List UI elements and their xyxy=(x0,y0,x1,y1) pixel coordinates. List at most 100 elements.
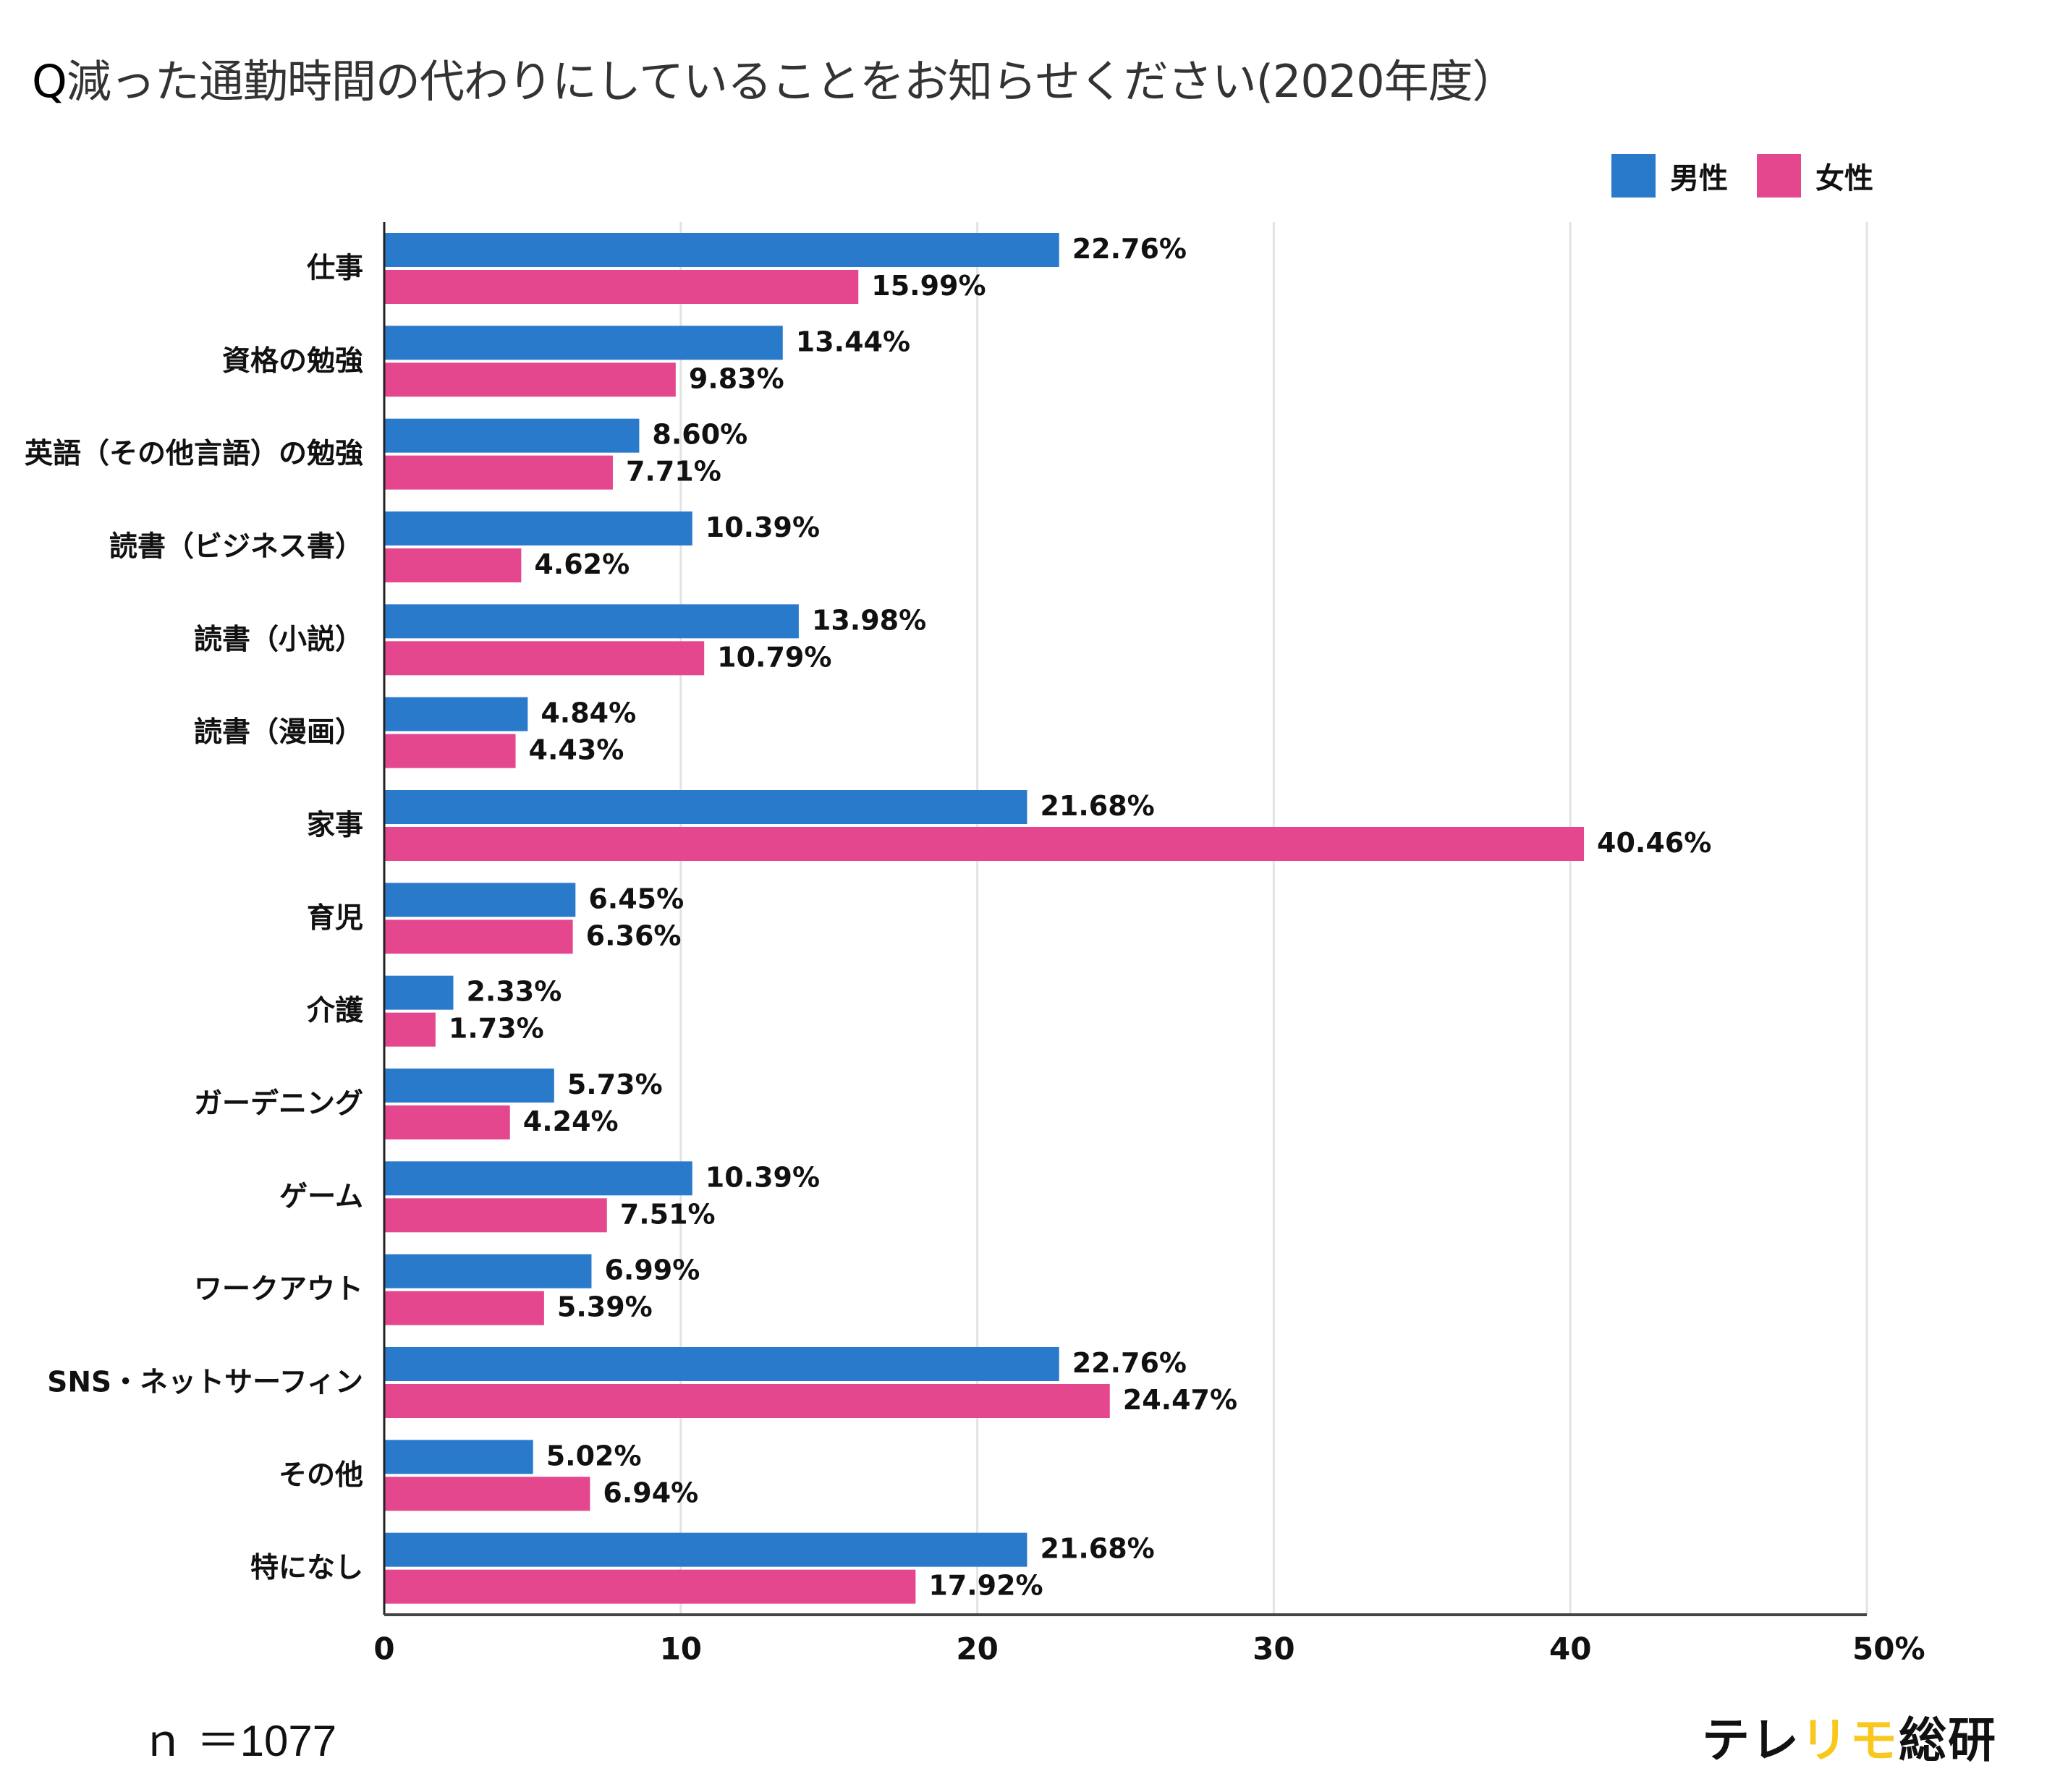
value-label-female: 6.36% xyxy=(586,920,682,951)
value-label-female: 15.99% xyxy=(871,270,986,302)
value-label-female: 4.24% xyxy=(523,1105,619,1137)
bar-female xyxy=(384,1012,436,1047)
bar-female xyxy=(384,1105,510,1139)
value-label-male: 5.02% xyxy=(546,1440,642,1472)
category-label: 読書（小説） xyxy=(194,624,363,656)
category-label: ワークアウト xyxy=(194,1273,363,1306)
bar-male xyxy=(384,1440,533,1474)
value-label-female: 4.62% xyxy=(534,548,630,580)
category-label: 英語（その他言語）の勉強 xyxy=(25,438,363,470)
bar-male xyxy=(384,1069,554,1103)
question-prefix: Q xyxy=(32,55,67,108)
category-label: 育児 xyxy=(307,902,363,935)
bar-male xyxy=(384,1161,692,1196)
x-tick-label: 20 xyxy=(956,1631,998,1667)
gridlines xyxy=(679,222,1868,1615)
category-label: 介護 xyxy=(307,995,364,1027)
x-tick-label: 50% xyxy=(1852,1631,1925,1667)
brand-logo-part2: 総研 xyxy=(1899,1712,1997,1768)
bars xyxy=(384,233,1585,1604)
legend: 男性 女性 xyxy=(1611,154,1902,198)
value-label-female: 17.92% xyxy=(928,1570,1043,1602)
value-label-female: 6.94% xyxy=(603,1477,698,1508)
bar-male xyxy=(384,790,1027,824)
value-labels: 22.76% 15.99% 13.44% 9.83% 8.60% 7.71% 10.39% 4… xyxy=(449,233,1711,1602)
bar-male xyxy=(384,233,1059,267)
value-label-male: 10.39% xyxy=(705,511,820,543)
bar-female xyxy=(384,827,1585,861)
bar-female xyxy=(384,548,522,582)
bar-male xyxy=(384,511,692,545)
bar-female xyxy=(384,362,676,397)
category-label: 資格の勉強 xyxy=(222,345,363,378)
bar-female xyxy=(384,734,516,768)
brand-logo-accent: リモ xyxy=(1800,1712,1899,1768)
value-label-male: 6.45% xyxy=(588,883,684,914)
value-label-female: 1.73% xyxy=(449,1013,544,1045)
bar-female xyxy=(384,641,705,676)
x-tick-label: 0 xyxy=(373,1631,394,1667)
value-label-female: 7.51% xyxy=(620,1198,716,1230)
bar-male xyxy=(384,1254,592,1288)
value-label-male: 2.33% xyxy=(466,976,562,1008)
bar-female xyxy=(384,455,613,490)
category-label: ゲーム xyxy=(279,1181,363,1213)
value-label-female: 40.46% xyxy=(1597,827,1711,859)
value-label-female: 9.83% xyxy=(689,362,784,394)
legend-item-female: 女性 xyxy=(1757,154,1873,198)
value-label-male: 8.60% xyxy=(652,419,747,451)
bar-male xyxy=(384,604,799,639)
bar-male xyxy=(384,883,576,917)
value-label-male: 13.44% xyxy=(796,326,910,357)
value-label-male: 13.98% xyxy=(812,604,926,636)
bar-female xyxy=(384,1569,916,1604)
x-tick-labels: 0 10 20 30 40 50% xyxy=(373,1631,1925,1667)
legend-swatch-male xyxy=(1611,154,1656,198)
value-label-female: 5.39% xyxy=(557,1291,653,1323)
bar-male xyxy=(384,1347,1059,1381)
legend-label-male: 男性 xyxy=(1670,162,1728,195)
bar-male xyxy=(384,697,528,731)
bar-male xyxy=(384,418,640,453)
axes xyxy=(383,222,1867,1616)
value-label-male: 21.68% xyxy=(1040,790,1154,822)
value-label-female: 10.79% xyxy=(717,641,831,673)
legend-swatch-female xyxy=(1757,154,1801,198)
bar-female xyxy=(384,1384,1110,1418)
category-label: 仕事 xyxy=(307,252,363,285)
value-label-male: 22.76% xyxy=(1072,1347,1187,1379)
bar-female xyxy=(384,1198,607,1233)
legend-item-male: 男性 xyxy=(1611,154,1728,198)
sample-size-note: ｎ ＝1077 xyxy=(141,1717,337,1765)
value-label-female: 24.47% xyxy=(1123,1384,1237,1416)
category-label: 家事 xyxy=(307,810,363,842)
bar-male xyxy=(384,326,783,360)
value-label-male: 21.68% xyxy=(1040,1533,1154,1565)
value-label-male: 6.99% xyxy=(604,1254,700,1286)
x-tick-label: 30 xyxy=(1253,1631,1294,1667)
category-label: その他 xyxy=(279,1459,363,1492)
brand-logo: テレリモ総研 xyxy=(1702,1702,1997,1771)
bar-female xyxy=(384,1291,544,1325)
bar-male xyxy=(384,1532,1027,1567)
question-text: 減った通勤時間の代わりにしていることをお知らせください(2020年度） xyxy=(66,55,1517,108)
value-label-male: 4.84% xyxy=(541,697,636,729)
bar-female xyxy=(384,1477,590,1511)
bar-male xyxy=(384,975,454,1010)
value-label-male: 5.73% xyxy=(567,1069,663,1100)
value-label-female: 7.71% xyxy=(626,456,721,488)
category-label: ガーデニング xyxy=(194,1088,363,1121)
category-label: 特になし xyxy=(250,1552,363,1584)
category-label: 読書（漫画） xyxy=(194,716,363,749)
value-label-female: 4.43% xyxy=(529,734,624,766)
category-label: 読書（ビジネス書） xyxy=(109,531,363,564)
bar-female xyxy=(384,920,573,954)
value-label-male: 22.76% xyxy=(1072,233,1187,265)
x-tick-label: 40 xyxy=(1549,1631,1591,1667)
chart-title: Q減った通勤時間の代わりにしていることをお知らせください(2020年度） xyxy=(32,45,1517,110)
x-tick-label: 10 xyxy=(660,1631,702,1667)
category-label: SNS・ネットサーフィン xyxy=(47,1367,363,1399)
bar-female xyxy=(384,270,859,304)
